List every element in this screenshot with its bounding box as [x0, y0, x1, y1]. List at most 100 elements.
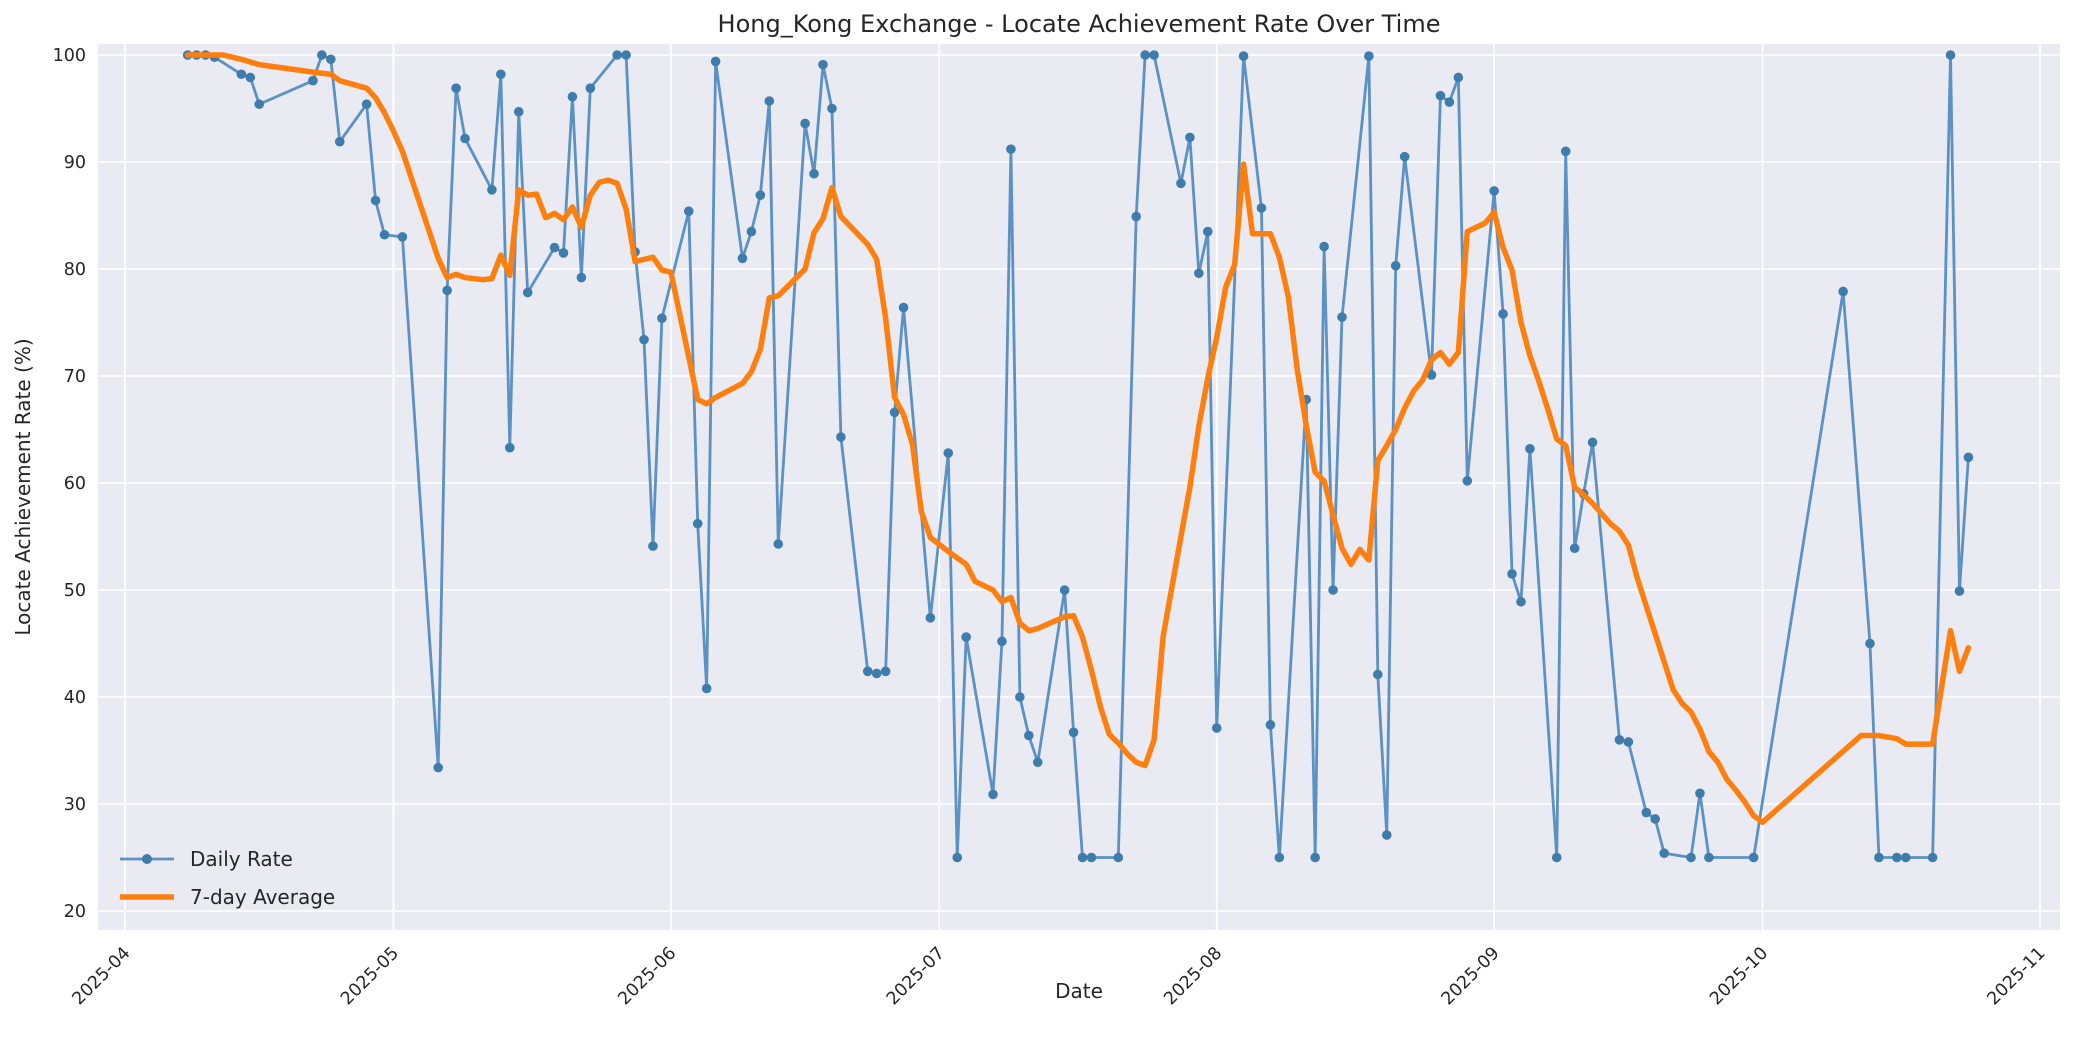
daily-rate-marker — [1569, 543, 1580, 554]
daily-rate-marker — [334, 136, 345, 147]
daily-rate-marker — [576, 272, 587, 283]
legend-label-daily-rate: Daily Rate — [190, 847, 293, 871]
daily-rate-marker — [1954, 586, 1965, 596]
daily-rate-marker — [1140, 50, 1150, 60]
daily-rate-marker — [657, 313, 667, 324]
daily-rate-marker — [648, 541, 658, 551]
daily-rate-marker — [245, 72, 256, 83]
daily-rate-marker — [1623, 737, 1634, 747]
daily-rate-marker — [764, 96, 775, 106]
daily-rate-marker — [522, 287, 533, 298]
y-tick-label: 20 — [64, 902, 86, 922]
daily-rate-marker — [889, 407, 900, 418]
daily-rate-marker — [871, 668, 882, 679]
daily-rate-marker — [827, 103, 837, 114]
daily-rate-marker — [683, 206, 694, 217]
daily-rate-marker — [1686, 852, 1696, 863]
daily-rate-marker — [236, 69, 247, 80]
daily-rate-marker — [1024, 730, 1034, 741]
daily-rate-marker — [1551, 852, 1562, 863]
daily-rate-marker — [1274, 852, 1285, 863]
daily-rate-marker — [943, 448, 954, 458]
daily-rate-marker — [433, 762, 444, 773]
daily-rate-marker — [800, 118, 810, 129]
y-tick-label: 40 — [64, 688, 86, 708]
daily-rate-marker — [746, 226, 757, 237]
daily-rate-marker — [487, 185, 497, 195]
daily-rate-marker — [1077, 852, 1088, 863]
daily-rate-marker — [1865, 638, 1875, 649]
x-tick-label: 2025-09 — [1438, 943, 1504, 1009]
daily-rate-marker — [1068, 727, 1079, 738]
daily-rate-marker — [1238, 51, 1249, 61]
daily-rate-marker — [1641, 807, 1652, 818]
daily-rate-marker — [1892, 852, 1902, 863]
daily-rate-marker — [1373, 669, 1383, 680]
daily-rate-marker — [701, 683, 712, 694]
daily-rate-marker — [1059, 585, 1070, 595]
daily-rate-marker — [1695, 788, 1705, 799]
daily-rate-marker — [451, 83, 461, 93]
daily-rate-marker — [1462, 476, 1473, 486]
y-tick-label: 70 — [64, 367, 86, 387]
daily-rate-marker — [1587, 437, 1598, 448]
daily-rate-marker — [549, 242, 560, 253]
x-tick-label: 2025-08 — [1160, 943, 1226, 1009]
daily-rate-marker — [862, 666, 873, 677]
daily-rate-marker — [1963, 452, 1974, 463]
daily-rate-marker — [1113, 852, 1124, 863]
daily-rate-marker — [612, 50, 622, 60]
daily-rate-marker — [1149, 50, 1159, 60]
y-tick-label: 50 — [64, 581, 86, 601]
daily-rate-marker — [961, 632, 971, 642]
daily-rate-marker — [1176, 178, 1186, 189]
y-tick-label: 60 — [64, 474, 86, 494]
legend-item-7day-average: 7-day Average — [120, 885, 335, 909]
daily-rate-marker — [1748, 852, 1759, 863]
daily-rate-marker — [1838, 286, 1848, 297]
daily-rate-marker — [1945, 50, 1956, 60]
daily-rate-marker — [818, 59, 828, 70]
daily-rate-marker — [1426, 370, 1437, 380]
daily-rate-marker — [1560, 146, 1571, 157]
daily-rate-marker — [1328, 585, 1338, 595]
daily-rate-marker — [1516, 596, 1526, 607]
daily-rate-marker — [1202, 226, 1213, 237]
daily-rate-marker — [952, 852, 963, 863]
y-tick-label: 90 — [64, 153, 86, 173]
daily-rate-marker — [1704, 852, 1714, 863]
daily-rate-marker — [1614, 735, 1625, 745]
daily-rate-marker — [1453, 72, 1464, 83]
daily-rate-marker — [397, 232, 408, 242]
daily-rate-marker — [317, 50, 327, 60]
daily-rate-marker — [1265, 720, 1276, 730]
daily-rate-marker — [1900, 852, 1911, 863]
daily-rate-marker — [254, 99, 265, 110]
daily-rate-marker — [1086, 852, 1097, 863]
x-tick-label: 2025-06 — [615, 943, 681, 1009]
legend: Daily Rate 7-day Average — [120, 847, 335, 909]
chart-title: Hong_Kong Exchange - Locate Achievement … — [718, 10, 1441, 38]
daily-rate-marker — [460, 133, 470, 144]
daily-rate-marker — [1874, 852, 1884, 863]
daily-rate-marker — [1381, 830, 1392, 840]
daily-rate-marker — [370, 195, 381, 206]
daily-rate-marker — [1032, 757, 1043, 768]
daily-rate-marker — [504, 442, 515, 453]
x-tick-label: 2025-05 — [337, 943, 403, 1009]
daily-rate-marker — [1319, 241, 1329, 252]
daily-rate-marker — [1927, 852, 1938, 863]
daily-rate-marker — [1364, 51, 1374, 61]
y-tick-label: 100 — [53, 46, 86, 66]
daily-rate-marker — [1507, 569, 1517, 579]
daily-rate-marker — [567, 91, 578, 102]
daily-rate-marker — [836, 432, 846, 442]
legend-item-daily-rate: Daily Rate — [120, 847, 293, 871]
daily-rate-marker — [621, 50, 631, 60]
daily-rate-marker — [1131, 211, 1141, 222]
daily-rate-marker — [1211, 723, 1222, 733]
daily-rate-marker — [585, 83, 596, 93]
daily-rate-marker — [1194, 268, 1204, 279]
